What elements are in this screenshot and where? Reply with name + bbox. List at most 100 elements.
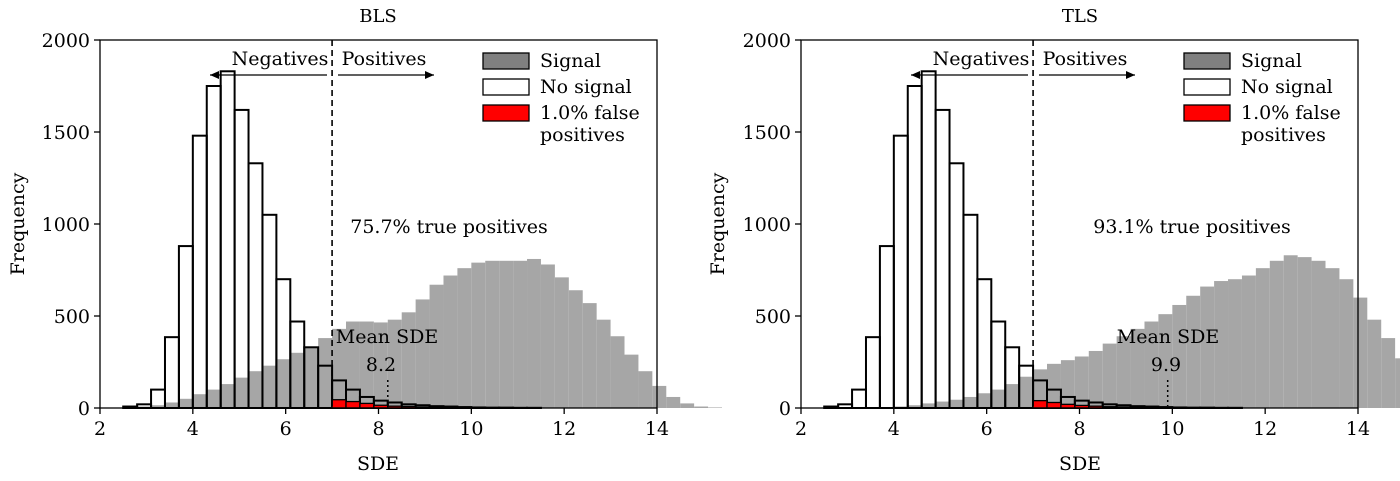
- no-signal-bar: [878, 245, 895, 409]
- y-tick-label: 0: [78, 398, 90, 420]
- legend-swatch-no-signal: [1183, 78, 1231, 96]
- mean-sde-label: Mean SDE: [336, 326, 438, 348]
- positives-label: Positives: [1043, 48, 1128, 70]
- signal-bar: [1144, 321, 1159, 408]
- signal-bar: [401, 312, 416, 408]
- signal-bar: [234, 377, 249, 408]
- x-tick-label: 2: [795, 418, 807, 440]
- signal-bar: [540, 264, 555, 408]
- bls-panel: BLS 2 4 6 8 10 12 14 0 500 1000 1500 2000 Negatives…: [7, 6, 722, 475]
- y-axis-label: Frequency: [707, 172, 729, 275]
- legend-swatch-no-signal: [482, 78, 530, 96]
- signal-bar: [387, 319, 402, 408]
- x-tick-label: 8: [372, 418, 384, 440]
- no-signal-bar: [948, 162, 965, 409]
- signal-bar: [554, 277, 569, 408]
- signal-bar: [318, 338, 333, 408]
- signal-bar: [666, 396, 681, 408]
- signal-bar: [1200, 286, 1215, 408]
- x-tick-label: 12: [552, 418, 576, 440]
- signal-bar: [1255, 268, 1270, 408]
- false-positive-bar: [345, 400, 361, 409]
- signal-bar: [359, 321, 374, 408]
- axis-ticks: 2 4 6 8 10 12 14 0 500 1000 1500 2000: [743, 30, 1370, 440]
- signal-bar: [192, 394, 207, 408]
- negatives-label: Negatives: [933, 48, 1030, 70]
- signal-bar: [977, 393, 992, 408]
- false-positive-bars: [1032, 399, 1201, 409]
- signal-bar: [262, 365, 277, 408]
- signal-bar: [1241, 275, 1256, 408]
- signal-bar: [1088, 350, 1103, 408]
- tls-panel: TLS 2 4 6 8 10 12 14 0 500 1000 1500 2000 Negatives…: [707, 6, 1400, 475]
- false-positive-bar: [1032, 399, 1048, 409]
- no-signal-bar: [177, 245, 194, 409]
- legend-label-false-positives: 1.0% false positives: [540, 102, 646, 146]
- false-positive-bar: [1046, 401, 1062, 409]
- signal-bar: [304, 347, 319, 408]
- y-tick-label: 1000: [743, 214, 791, 236]
- negatives-arrowhead: [911, 71, 920, 79]
- signal-bar: [638, 371, 653, 408]
- x-tick-label: 12: [1253, 418, 1277, 440]
- x-tick-label: 10: [1160, 418, 1184, 440]
- signal-bar: [907, 405, 922, 408]
- no-signal-bar: [219, 70, 236, 409]
- legend-label-signal: Signal: [540, 50, 601, 72]
- signal-bar: [206, 389, 221, 408]
- x-tick-label: 8: [1073, 418, 1085, 440]
- legend: Signal No signal 1.0% false positives: [482, 50, 646, 146]
- signal-bar: [1353, 297, 1368, 408]
- no-signal-bar: [247, 162, 264, 409]
- signal-bar: [963, 396, 978, 408]
- mean-sde-label: Mean SDE: [1117, 326, 1219, 348]
- legend-label-no-signal: No signal: [540, 76, 632, 98]
- no-signal-bar: [191, 134, 208, 409]
- legend-label-signal: Signal: [1241, 50, 1302, 72]
- mean-sde-value: 9.9: [1151, 354, 1181, 376]
- signal-bar: [178, 398, 193, 408]
- positives-arrowhead: [425, 71, 434, 79]
- signal-bar: [1228, 279, 1242, 408]
- signal-bar: [1158, 314, 1173, 408]
- x-tick-label: 6: [280, 418, 292, 440]
- no-signal-bar: [906, 85, 923, 409]
- no-signal-bar: [920, 70, 937, 409]
- no-signal-bar: [233, 108, 250, 409]
- no-signal-bar: [962, 213, 979, 409]
- signal-bar: [624, 354, 639, 408]
- signal-bar: [949, 399, 964, 408]
- signal-bar: [248, 371, 263, 408]
- positives-arrowhead: [1126, 71, 1135, 79]
- y-tick-label: 2000: [42, 30, 90, 52]
- x-tick-label: 14: [1346, 418, 1370, 440]
- legend: Signal No signal 1.0% false positives: [1183, 50, 1341, 146]
- signal-bar: [332, 328, 346, 408]
- no-signal-bar: [990, 320, 1007, 409]
- signal-bar: [471, 262, 486, 408]
- x-tick-label: 10: [459, 418, 483, 440]
- no-signal-bar: [261, 213, 278, 409]
- signal-bar: [415, 299, 430, 408]
- no-signal-bar: [303, 346, 320, 409]
- true-positives-label: 75.7% true positives: [350, 216, 548, 238]
- signal-bar: [346, 321, 360, 408]
- signal-bars: [879, 255, 1400, 408]
- x-axis-label: SDE: [357, 453, 399, 475]
- no-signal-bar: [275, 278, 292, 410]
- signal-bar: [527, 258, 541, 408]
- signal-bar: [1186, 295, 1201, 408]
- false-positive-bar: [331, 399, 347, 409]
- signal-bar: [164, 402, 179, 408]
- y-tick-label: 1000: [42, 214, 90, 236]
- signal-bar: [443, 275, 458, 408]
- plot-frame: [800, 39, 1359, 409]
- legend-swatch-false-positives: [482, 104, 530, 122]
- plot-frame: [99, 39, 658, 409]
- signal-bar: [1047, 363, 1061, 408]
- no-signal-bar: [976, 278, 993, 410]
- legend-swatch-signal: [482, 52, 530, 70]
- no-signal-bar: [934, 108, 951, 409]
- x-tick-label: 4: [888, 418, 900, 440]
